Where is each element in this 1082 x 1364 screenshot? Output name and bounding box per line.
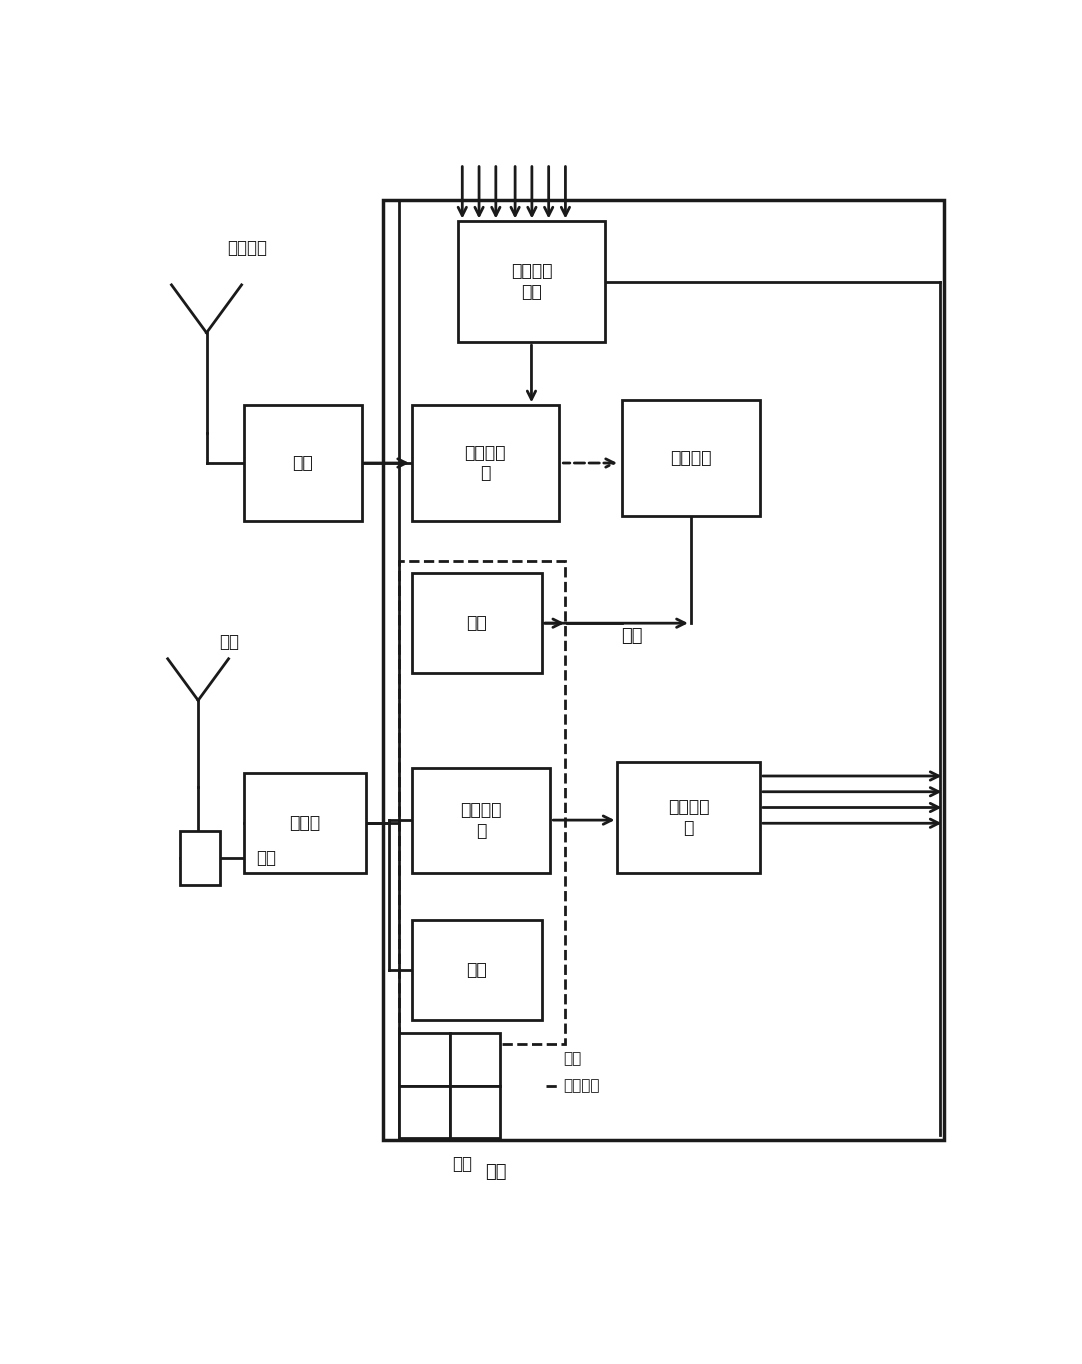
Bar	[383, 201, 945, 1140]
Text: 数据信息
系统: 数据信息 系统	[511, 262, 552, 301]
Bar	[245, 405, 361, 521]
Bar	[180, 831, 220, 885]
Text: 航天器指
令: 航天器指 令	[668, 798, 710, 837]
Bar	[412, 768, 551, 873]
Bar	[621, 400, 760, 516]
Bar	[450, 1086, 500, 1139]
Text: 天线: 天线	[219, 633, 239, 651]
Bar	[399, 561, 566, 1043]
Text: 射频: 射频	[621, 627, 643, 645]
Text: 数据: 数据	[466, 614, 487, 632]
Text: 测距信号: 测距信号	[563, 1079, 599, 1094]
Bar	[412, 573, 542, 672]
Bar	[412, 405, 558, 521]
Text: 跟测: 跟测	[452, 1154, 472, 1173]
Bar	[399, 1086, 450, 1139]
Bar	[458, 221, 605, 342]
Text: 航天器遥
测: 航天器遥 测	[464, 443, 506, 483]
Text: 跟测: 跟测	[466, 960, 487, 979]
Text: 发射数据: 发射数据	[227, 239, 267, 256]
Text: 指令和测
距: 指令和测 距	[461, 801, 502, 839]
Text: 数案: 数案	[292, 454, 314, 472]
Bar	[245, 773, 366, 873]
Text: 数据贮存: 数据贮存	[670, 449, 712, 466]
Text: 共用器: 共用器	[290, 814, 320, 832]
Bar	[618, 762, 760, 873]
Bar	[412, 919, 542, 1020]
Text: 天线: 天线	[256, 848, 276, 868]
Bar	[450, 1034, 500, 1086]
Text: 专用: 专用	[563, 1052, 581, 1067]
Bar	[399, 1034, 450, 1086]
Text: 跟测: 跟测	[485, 1163, 506, 1181]
